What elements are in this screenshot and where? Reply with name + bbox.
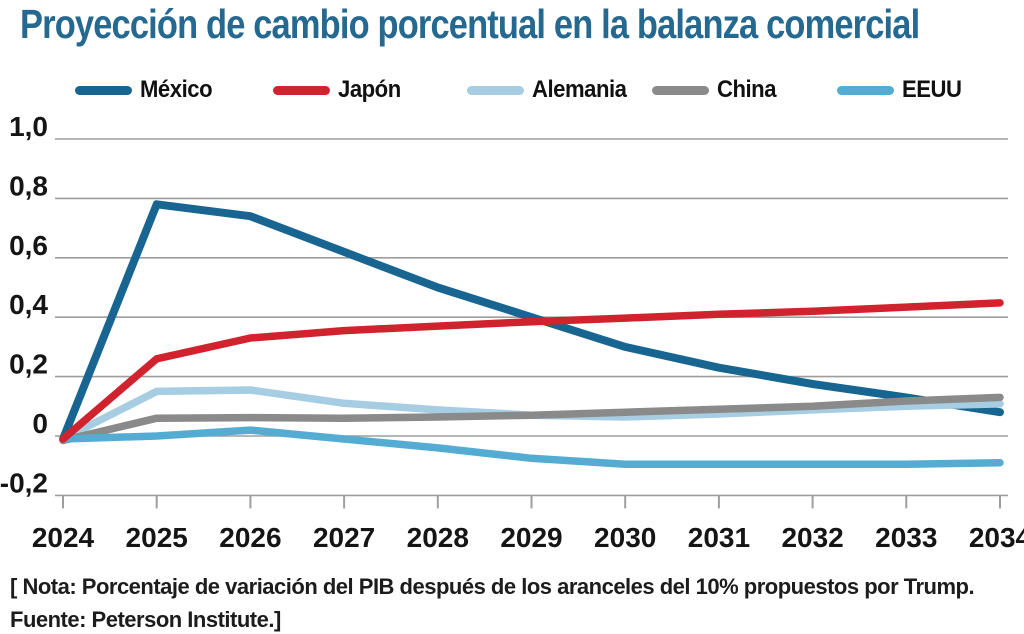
x-tick-label: 2030 [594,522,656,553]
legend-swatch-mexico [75,85,132,95]
legend-swatch-japon [273,85,330,95]
legend-label: México [140,76,213,103]
x-tick-label: 2031 [688,522,750,553]
legend-swatch-alemania [467,85,524,95]
legend-swatch-eeuu [837,85,894,95]
series-line-mexico [59,200,1004,443]
source-note: [ Nota: Porcentaje de variación del PIB … [10,570,1020,634]
note-line-2: Fuente: Peterson Institute.] [10,607,281,632]
legend-label: Alemania [532,76,627,103]
note-line-1: [ Nota: Porcentaje de variación del PIB … [10,574,975,599]
legend-label: China [717,76,777,103]
x-tick-label: 2033 [875,522,937,553]
legend-item-china: China [652,76,781,104]
legend-item-japon: Japón [273,76,406,104]
y-tick-label: 0,2 [9,349,48,380]
legend-label: Japón [338,76,401,103]
x-tick-label: 2028 [407,522,469,553]
legend-swatch-china [652,85,709,95]
y-tick-label: 0 [32,408,48,439]
legend-item-eeuu: EEUU [837,76,967,104]
x-tick-label: 2032 [781,522,843,553]
y-tick-label: 0,4 [9,289,48,320]
series-line-eeuu [59,426,1004,468]
y-tick-label: 0,6 [9,230,48,261]
y-tick-label: 0,8 [9,170,48,201]
y-tick-label: -0,2 [0,467,48,498]
y-tick-label: 1,0 [9,111,48,142]
series-line-japon [59,299,1004,443]
x-tick-label: 2024 [32,522,95,553]
series-line-china [59,393,1004,445]
x-tick-label: 2026 [219,522,281,553]
x-tick-label: 2029 [500,522,562,553]
line-chart: 1,0 0,8 0,6 0,4 0,2 0 -0,2 2024 2025 2026 2027 2028… [0,111,1024,553]
chart-title: Proyección de cambio porcentual en la ba… [20,1,920,47]
legend-item-alemania: Alemania [467,76,635,104]
legend-label: EEUU [902,76,962,103]
legend-item-mexico: México [75,76,218,104]
x-tick-label: 2034 [969,522,1024,553]
x-tick-label: 2025 [126,522,188,553]
chart-legend: México Japón Alemania China EEUU [0,76,1024,104]
x-tick-label: 2027 [313,522,375,553]
